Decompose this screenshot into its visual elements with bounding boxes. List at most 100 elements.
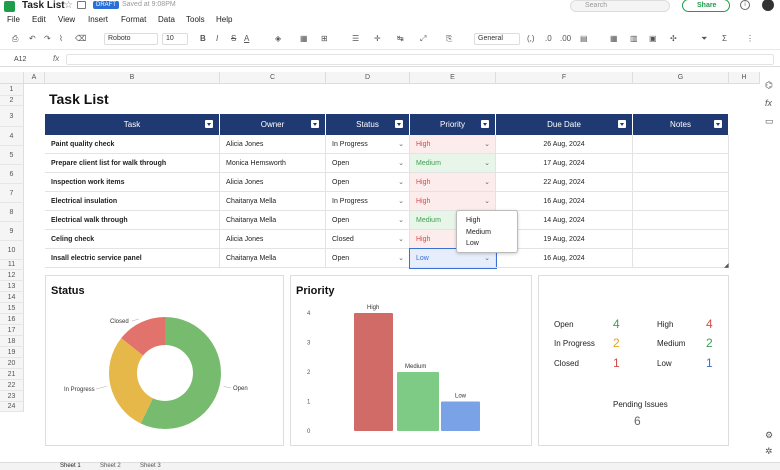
image-icon[interactable]: ▣ (649, 34, 657, 43)
redo-icon[interactable]: ↷ (44, 34, 51, 43)
menu-data[interactable]: Data (158, 15, 175, 24)
row-header[interactable]: 13 (0, 281, 24, 292)
merge-icon[interactable]: ⊞ (321, 34, 328, 43)
italic-icon[interactable]: I (216, 34, 219, 43)
cell-due[interactable]: 17 Aug, 2024 (496, 154, 633, 173)
borders-icon[interactable]: ▦ (300, 34, 308, 43)
chevron-down-icon[interactable]: ⌄ (398, 255, 404, 262)
cell-task[interactable]: Insall electric service panel (45, 249, 220, 268)
row-header[interactable]: 18 (0, 336, 24, 347)
pie-slice[interactable] (108, 338, 153, 424)
info-icon[interactable]: i (740, 0, 750, 10)
settings-icon[interactable]: ⚙ (765, 430, 774, 440)
fill-color-icon[interactable]: ◈ (275, 34, 282, 43)
decimal-icon[interactable]: (,) (527, 34, 535, 43)
cell-notes[interactable] (633, 135, 729, 154)
sheet-tab[interactable]: Sheet 1 (60, 463, 81, 469)
cell-owner[interactable]: Chaitanya Mella (220, 192, 326, 211)
rotate-icon[interactable]: ⤢ (420, 34, 427, 43)
dropdown-option-medium[interactable]: Medium (466, 229, 491, 236)
row-header[interactable]: 2 (0, 96, 24, 106)
avatar[interactable] (762, 0, 774, 11)
header-priority[interactable]: Priority (410, 114, 496, 135)
row-header[interactable]: 17 (0, 325, 24, 336)
priority-chart-panel[interactable]: Priority 4 3 2 1 0 High Medium Low (290, 275, 532, 446)
chevron-down-icon[interactable]: ⌄ (398, 141, 404, 148)
cell-status[interactable]: Open ⌄ (326, 249, 410, 268)
cell-notes[interactable] (633, 173, 729, 192)
cell-reference[interactable]: A12 (14, 56, 27, 63)
cell-task[interactable]: Inspection work items (45, 173, 220, 192)
cell-task[interactable]: Paint quality check (45, 135, 220, 154)
row-header[interactable]: 6 (0, 165, 24, 184)
cell-task[interactable]: Prepare client list for walk through (45, 154, 220, 173)
cell-owner[interactable]: Chaitanya Mella (220, 211, 326, 230)
cell-due[interactable]: 26 Aug, 2024 (496, 135, 633, 154)
row-header[interactable]: 11 (0, 260, 24, 270)
column-header[interactable]: C (220, 72, 326, 84)
cell-owner[interactable]: Alicia Jones (220, 135, 326, 154)
comments-icon[interactable]: ▭ (765, 116, 774, 126)
chevron-down-icon[interactable]: ⌄ (484, 198, 490, 205)
insert-table-icon[interactable]: ▤ (580, 34, 588, 43)
strikethrough-icon[interactable]: S (231, 34, 237, 43)
menu-tools[interactable]: Tools (186, 15, 205, 24)
pie-slice[interactable] (121, 317, 165, 356)
print-icon[interactable]: ⎙ (12, 34, 19, 43)
cell-notes[interactable] (633, 249, 729, 268)
cell-due[interactable]: 14 Aug, 2024 (496, 211, 633, 230)
sheet-tab[interactable]: Sheet 3 (140, 463, 161, 469)
bar[interactable] (397, 372, 439, 431)
cell-owner[interactable]: Monica Hemsworth (220, 154, 326, 173)
undo-icon[interactable]: ↶ (29, 34, 36, 43)
sheet-title[interactable]: Task List (49, 91, 109, 107)
cell-priority[interactable]: High ⌄ (410, 135, 496, 154)
summary-panel[interactable]: Open 4 In Progress 2 Closed 1 High 4 Med… (538, 275, 729, 446)
row-header[interactable]: 21 (0, 369, 24, 380)
resize-handle-icon[interactable]: ◢ (724, 263, 729, 269)
cell-priority[interactable]: High ⌄ (410, 192, 496, 211)
cell-status[interactable]: Open ⌄ (326, 211, 410, 230)
bold-icon[interactable]: B (200, 34, 206, 43)
column-header[interactable]: D (326, 72, 410, 84)
folder-icon[interactable] (77, 1, 86, 9)
cell-owner[interactable]: Alicia Jones (220, 173, 326, 192)
row-header[interactable]: 23 (0, 391, 24, 402)
row-header[interactable]: 3 (0, 106, 24, 127)
column-header[interactable]: H (729, 72, 760, 84)
filter-dropdown-icon[interactable] (395, 120, 403, 128)
row-header[interactable]: 16 (0, 314, 24, 325)
dropdown-option-low[interactable]: Low (466, 240, 479, 247)
cell-due[interactable]: 16 Aug, 2024 (496, 192, 633, 211)
share-button[interactable]: Share (682, 0, 730, 12)
row-header[interactable]: 12 (0, 270, 24, 281)
row-header[interactable]: 1 (0, 84, 24, 96)
menu-edit[interactable]: Edit (32, 15, 46, 24)
status-chart-panel[interactable]: Status Open In Progress Closed (45, 275, 284, 446)
filter-dropdown-icon[interactable] (311, 120, 319, 128)
row-header[interactable]: 24 (0, 402, 24, 412)
filter-dropdown-icon[interactable] (714, 120, 722, 128)
filter-dropdown-icon[interactable] (205, 120, 213, 128)
menu-file[interactable]: File (7, 15, 20, 24)
sheet-tab[interactable]: Sheet 2 (100, 463, 121, 469)
cell-notes[interactable] (633, 154, 729, 173)
column-header[interactable]: E (410, 72, 496, 84)
more-icon[interactable]: ⋮ (746, 34, 754, 43)
cell-status[interactable]: Open ⌄ (326, 173, 410, 192)
paint-format-icon[interactable]: ⌇ (59, 34, 63, 43)
chevron-down-icon[interactable]: ⌄ (398, 217, 404, 224)
cell-notes[interactable] (633, 192, 729, 211)
cell-status[interactable]: Closed ⌄ (326, 230, 410, 249)
row-header[interactable]: 22 (0, 380, 24, 391)
cell-notes[interactable] (633, 211, 729, 230)
decrease-decimal-icon[interactable]: .0 (545, 34, 552, 43)
increase-decimal-icon[interactable]: .00 (560, 34, 572, 43)
filter-icon[interactable]: ⏷ (701, 34, 708, 43)
menu-format[interactable]: Format (121, 15, 147, 24)
align-left-icon[interactable]: ☰ (352, 34, 360, 43)
number-format-select[interactable]: General (474, 33, 520, 45)
row-header[interactable]: 8 (0, 203, 24, 222)
cell-owner[interactable]: Alicia Jones (220, 230, 326, 249)
menu-insert[interactable]: Insert (88, 15, 109, 24)
